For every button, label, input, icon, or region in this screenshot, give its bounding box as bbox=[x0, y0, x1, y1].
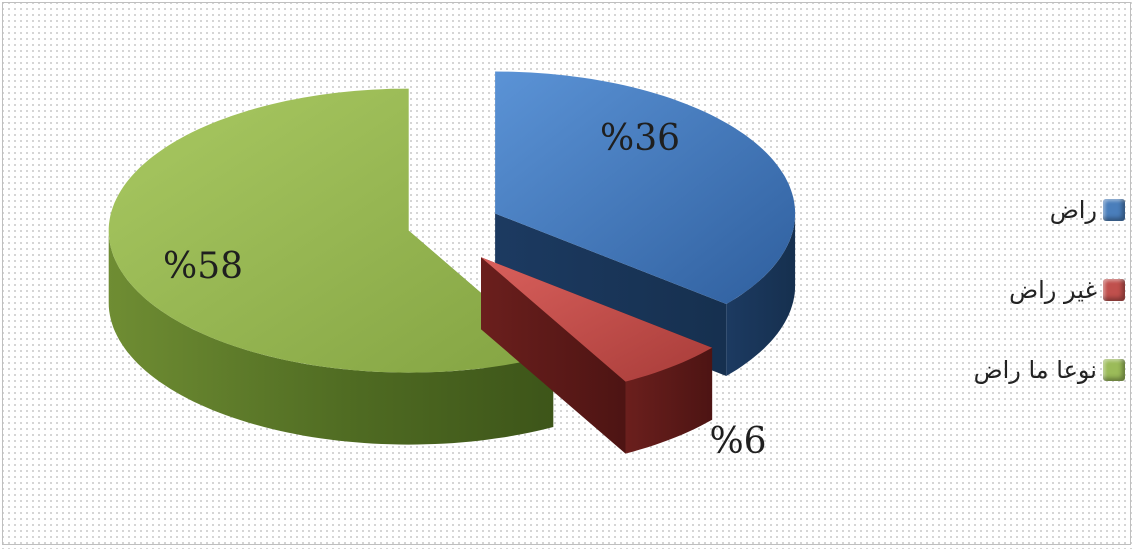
legend-label-unsatisfied: غير راض bbox=[1009, 276, 1097, 304]
legend-item-satisfied: راض bbox=[925, 170, 1125, 250]
legend: راض غير راض نوعا ما راض bbox=[925, 170, 1125, 410]
legend-label-satisfied: راض bbox=[1049, 196, 1097, 224]
data-label-satisfied: %36 bbox=[600, 118, 680, 159]
legend-swatch-somewhat-satisfied bbox=[1103, 359, 1125, 381]
pie-slice-unsatisfied bbox=[481, 257, 713, 454]
legend-label-somewhat-satisfied: نوعا ما راض bbox=[973, 356, 1097, 384]
legend-swatch-satisfied bbox=[1103, 199, 1125, 221]
data-label-unsatisfied: %6 bbox=[709, 421, 766, 462]
legend-item-somewhat-satisfied: نوعا ما راض bbox=[925, 330, 1125, 410]
pie-slice-somewhat-satisfied bbox=[108, 88, 554, 445]
legend-swatch-unsatisfied bbox=[1103, 279, 1125, 301]
legend-item-unsatisfied: غير راض bbox=[925, 250, 1125, 330]
data-label-somewhat-satisfied: %58 bbox=[163, 246, 243, 287]
